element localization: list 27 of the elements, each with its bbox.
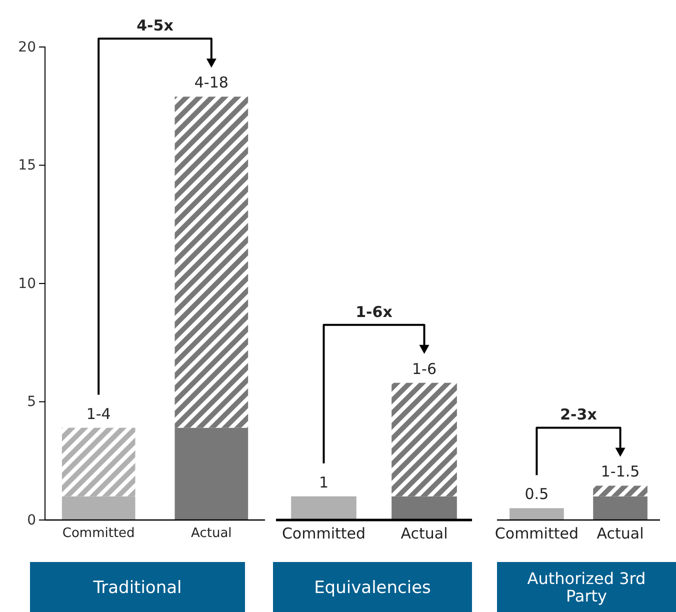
x-axis-title: Authorized 3rd Party [527,568,646,606]
x-tick-label: Actual [400,524,448,543]
bar [174,96,248,428]
text: 4-5x [136,16,174,35]
x-tick-label: Actual [191,526,232,542]
total-label: 1-4 [86,404,111,423]
y-tick-label: 20 [18,39,36,56]
y-tick-label: 10 [18,276,36,292]
annotation: 2-3x [560,406,598,424]
y-tick-label: 0 [27,512,36,528]
x-axis-title: Traditional [92,578,182,598]
y-tick-label: 5 [27,394,36,410]
x-tick-label: Committed [62,526,135,542]
x-tick-label: Committed [282,524,366,543]
bar [62,428,136,496]
total-label: 4-18 [194,74,228,92]
x-tick-label: Actual [596,524,644,543]
bar [62,496,136,520]
total-label: 1-6 [412,360,437,378]
x-axis-title: Equivalencies [314,578,432,598]
total-label: 0.5 [524,485,549,504]
bar [174,428,248,520]
y-tick-label: 15 [18,158,36,174]
x-tick-label: Committed [494,524,578,543]
annotation: 1-6x [356,302,393,321]
total-label: 1 [318,473,329,492]
total-label: 1-1.5 [600,462,640,481]
